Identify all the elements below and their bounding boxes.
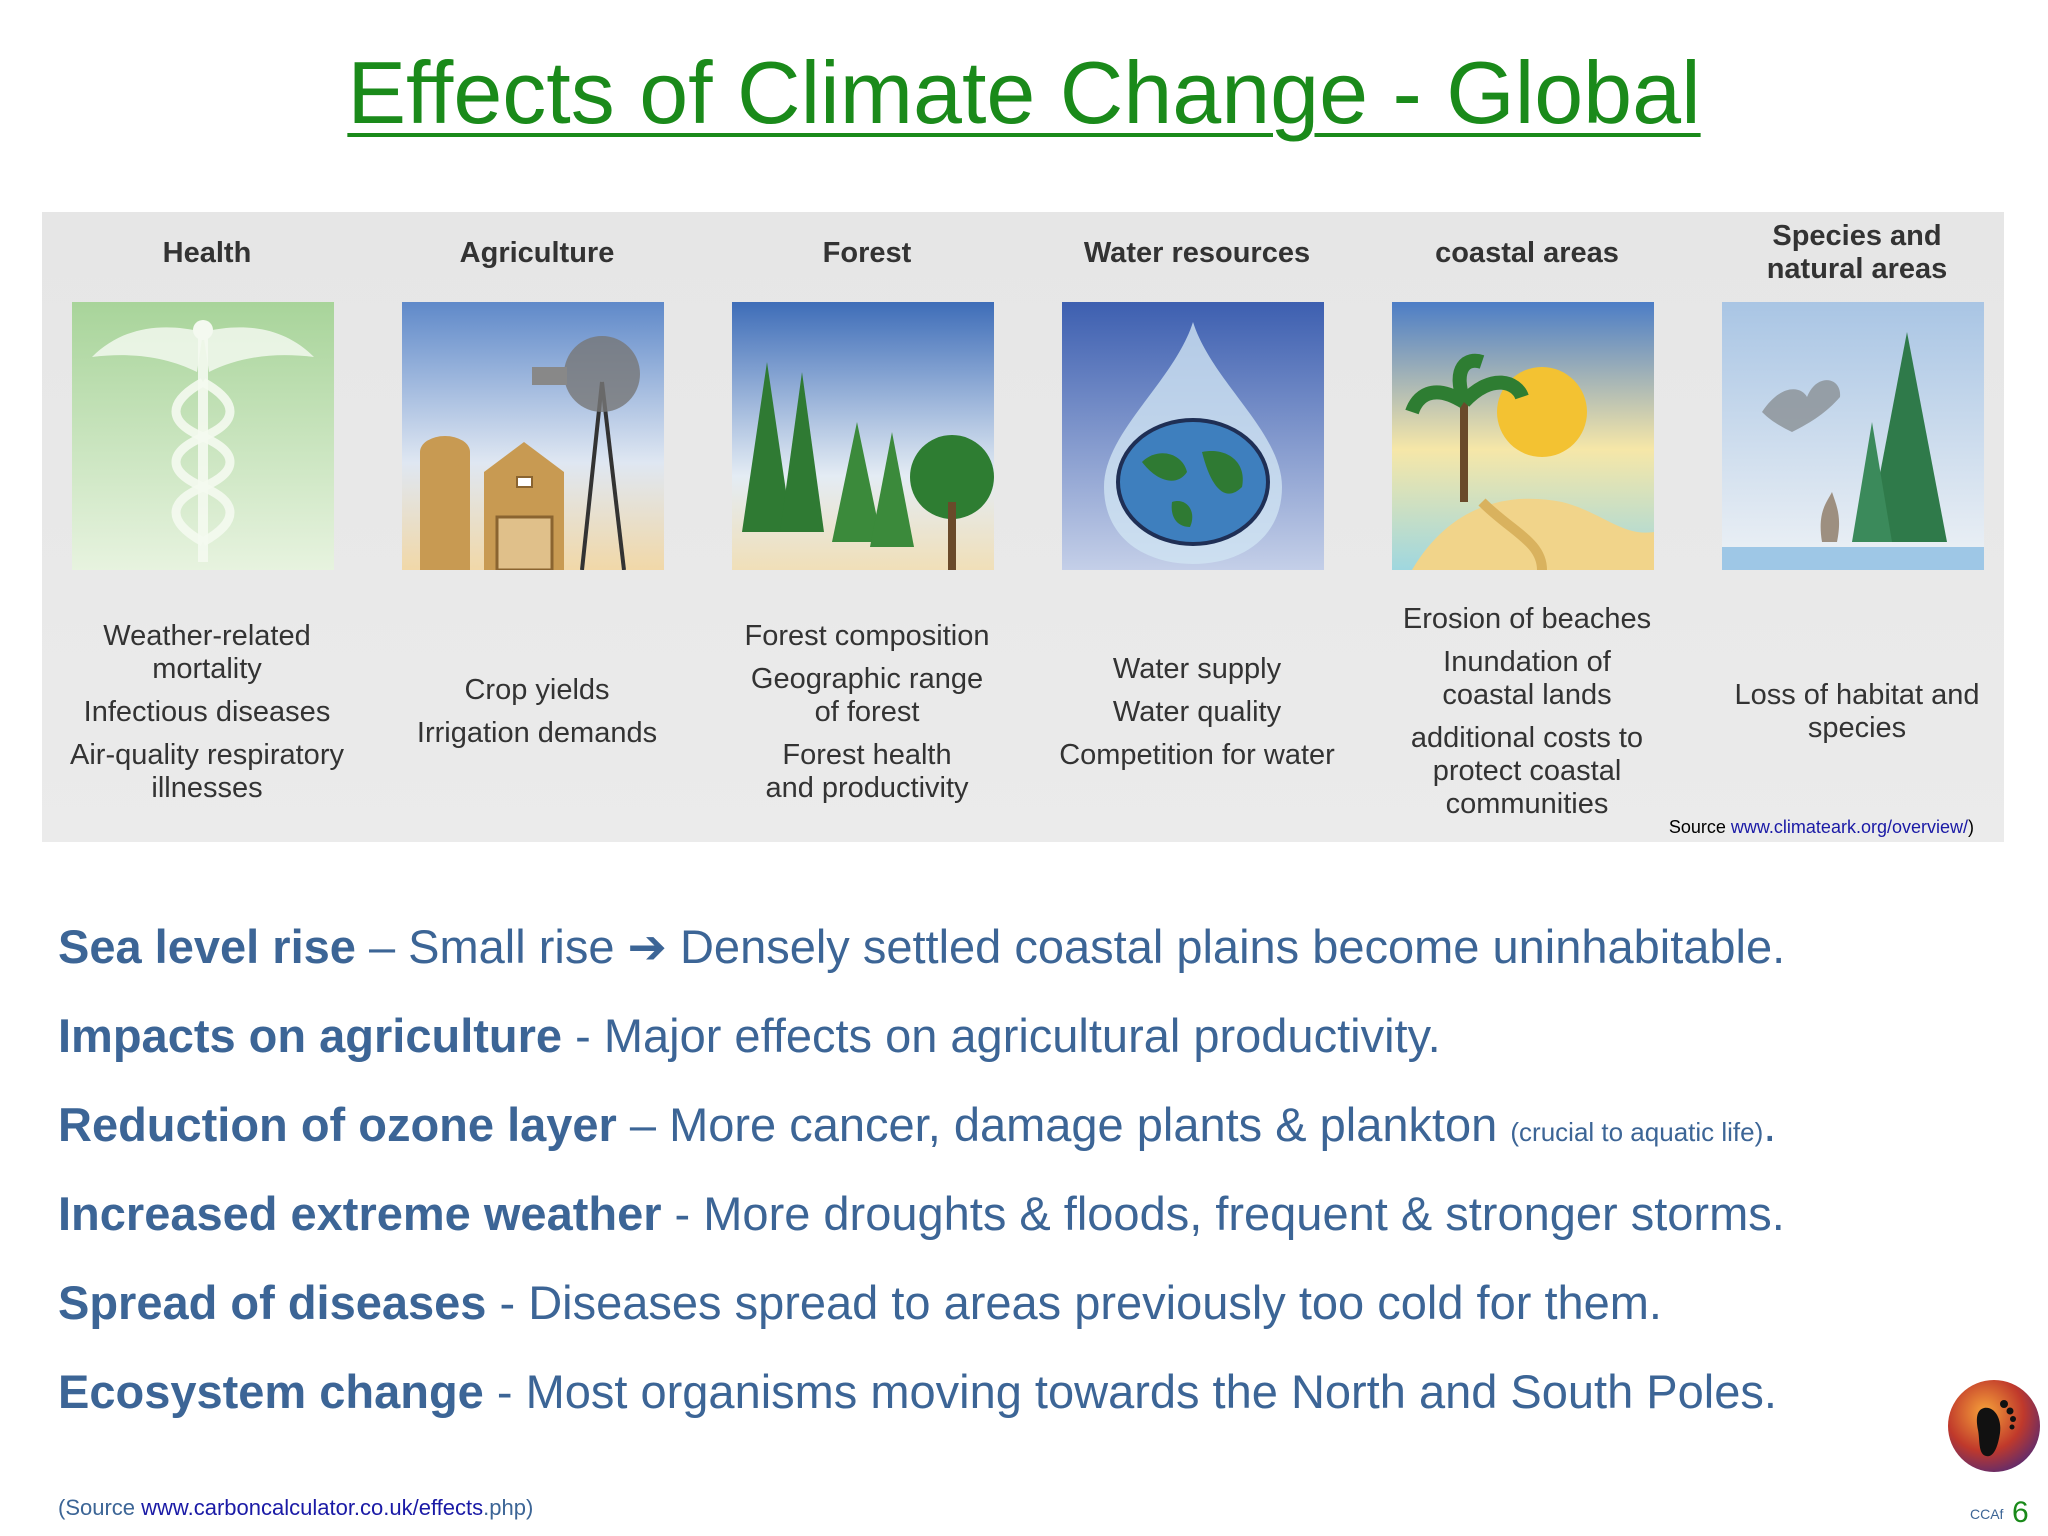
impacts-infographic: Health Weather-related mortality Infecti… [42, 212, 2004, 842]
effect-note: (crucial to aquatic life) [1510, 1117, 1764, 1147]
impact-item: additional costs to protect coastal comm… [1410, 722, 1644, 820]
globe-water-drop-icon [1062, 302, 1324, 570]
footer-source-link[interactable]: www.carboncalculator.co.uk/effects [141, 1495, 484, 1520]
impact-list: Crop yields Irrigation demands [372, 592, 702, 832]
effect-description: Small rise ➔ Densely settled coastal pla… [408, 920, 1786, 973]
column-heading: coastal areas [1435, 236, 1619, 269]
impact-list: Erosion of beaches Inundation of coastal… [1362, 592, 1692, 832]
column-health: Health Weather-related mortality Infecti… [42, 212, 372, 842]
effect-description: Diseases spread to areas previously too … [528, 1276, 1662, 1329]
footprint-logo-icon [1946, 1378, 2042, 1474]
effect-tail: . [1763, 1098, 1777, 1151]
forest-trees-icon [732, 302, 994, 570]
effect-description: More cancer, damage plants & plankton [669, 1098, 1511, 1151]
impact-item: Inundation of coastal lands [1442, 646, 1612, 711]
impact-item: Weather-related mortality [103, 619, 311, 685]
bird-tree-icon [1722, 302, 1984, 570]
effect-term: Sea level rise [58, 920, 356, 973]
source-suffix: ) [1968, 817, 1974, 837]
impact-item: Competition for water [1059, 738, 1335, 771]
slide-title: Effects of Climate Change - Global [347, 43, 1701, 142]
source-prefix: Source [1668, 817, 1731, 837]
effect-item-ecosystem: Ecosystem change - Most organisms moving… [58, 1357, 1958, 1446]
source-suffix: .php) [483, 1495, 534, 1520]
impact-item: Water quality [1112, 695, 1282, 728]
logo-label: CCAf [1970, 1506, 2004, 1522]
effect-separator: – [355, 920, 409, 973]
effect-description: Most organisms moving towards the North … [525, 1365, 1777, 1418]
effect-term: Increased extreme weather [58, 1187, 662, 1240]
effect-item-diseases: Spread of diseases - Diseases spread to … [58, 1268, 1958, 1357]
effect-separator: - [483, 1365, 526, 1418]
effect-description: Major effects on agricultural productivi… [603, 1009, 1441, 1062]
impact-list: Forest composition Geographic range of f… [702, 592, 1032, 832]
column-heading: Health [162, 236, 252, 269]
effect-separator: - [486, 1276, 529, 1329]
source-prefix: (Source [58, 1495, 142, 1520]
page-number: 6 [2012, 1496, 2029, 1529]
effect-item-sea-level-rise: Sea level rise – Small rise ➔ Densely se… [58, 912, 1958, 1001]
column-species-natural-areas: Species and natural areas Loss of habita… [1692, 212, 2022, 842]
effect-separator: - [661, 1187, 704, 1240]
column-agriculture: Agriculture Crop yields Irrigation deman… [372, 212, 702, 842]
effect-term: Ecosystem change [58, 1365, 484, 1418]
column-heading: Forest [822, 236, 912, 269]
effect-item-agriculture: Impacts on agriculture - Major effects o… [58, 1001, 1958, 1090]
effect-term: Reduction of ozone layer [58, 1098, 617, 1151]
effect-separator: – [616, 1098, 670, 1151]
impact-item: Geographic range of forest [750, 662, 984, 728]
impact-item: Air-quality respiratory illnesses [70, 738, 344, 804]
impact-item: Water supply [1112, 652, 1282, 685]
column-heading: Species and natural areas [1766, 220, 1948, 285]
impact-item: Infectious diseases [83, 695, 331, 728]
impact-item: Erosion of beaches [1402, 603, 1652, 635]
beach-sun-palm-icon [1392, 302, 1654, 570]
effect-item-ozone-layer: Reduction of ozone layer – More cancer, … [58, 1090, 1958, 1179]
effect-term: Impacts on agriculture [58, 1009, 563, 1062]
farm-windmill-icon [402, 302, 664, 570]
column-heading: Water resources [1083, 236, 1311, 269]
impact-item: Crop yields [464, 674, 610, 706]
image-source-credit: Source www.climateark.org/overview/) [1669, 817, 1974, 838]
image-source-link[interactable]: www.climateark.org/overview/ [1730, 817, 1968, 837]
footer-source-credit: (Source www.carboncalculator.co.uk/effec… [58, 1495, 533, 1521]
column-water-resources: Water resources Water supply Water quali… [1032, 212, 1362, 842]
impact-item: Loss of habitat and species [1734, 679, 1980, 744]
effect-description: More droughts & floods, frequent & stron… [703, 1187, 1785, 1240]
impact-item: Irrigation demands [416, 717, 658, 749]
column-forest: Forest Forest composition Geographic ran… [702, 212, 1032, 842]
column-coastal-areas: coastal areas Erosion of beaches Inundat… [1362, 212, 1692, 842]
column-heading: Agriculture [459, 236, 615, 269]
impact-list: Weather-related mortality Infectious dis… [42, 592, 372, 832]
effect-term: Spread of diseases [58, 1276, 487, 1329]
impact-item: Forest health and productivity [765, 738, 969, 804]
effect-separator: - [562, 1009, 604, 1062]
impact-list: Loss of habitat and species [1692, 592, 2022, 832]
impact-list: Water supply Water quality Competition f… [1032, 592, 1362, 832]
impact-item: Forest composition [744, 619, 990, 652]
effects-list: Sea level rise – Small rise ➔ Densely se… [58, 912, 1958, 1446]
caduceus-icon [72, 302, 334, 570]
effect-item-extreme-weather: Increased extreme weather - More drought… [58, 1179, 1958, 1268]
